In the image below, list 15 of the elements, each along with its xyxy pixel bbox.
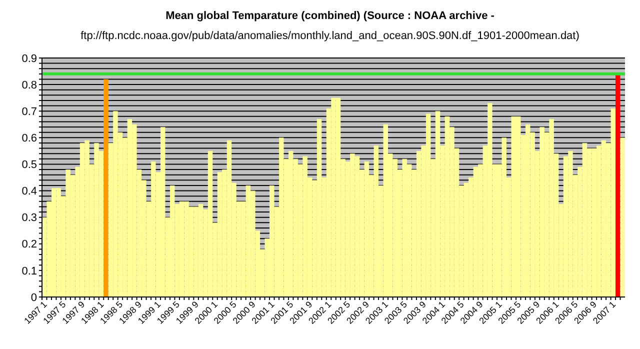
chart-title: Mean global Temparature (combined) (Source : NOAA archive - (166, 10, 495, 22)
y-tick-label: 0 (30, 292, 37, 304)
y-tick-label: 0.1 (22, 265, 37, 278)
chart-subtitle: ftp://ftp.ncdc.noaa.gov/pub/data/anomalies/monthly.land_and_ocean.90S.90N.df_1901-2000mean.dat) (80, 30, 580, 42)
y-tick-label: 0.2 (22, 238, 37, 251)
bar (616, 74, 620, 297)
bar (104, 79, 108, 297)
y-tick-label: 0.4 (22, 186, 37, 198)
y-tick-label: 0.7 (22, 106, 37, 118)
y-tick-label: 0.9 (22, 52, 37, 65)
y-tick-label: 0.3 (22, 212, 37, 224)
bar (620, 138, 625, 297)
y-tick-label: 0.5 (22, 159, 37, 172)
y-tick-label: 0.6 (22, 132, 37, 145)
y-tick-label: 0.8 (22, 79, 37, 92)
